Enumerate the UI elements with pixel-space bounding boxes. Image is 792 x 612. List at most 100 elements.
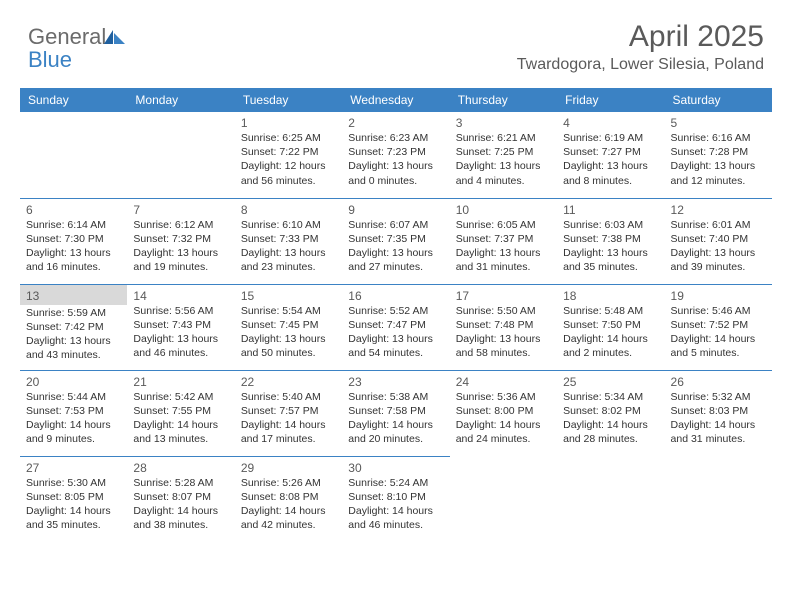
calendar-cell: 3Sunrise: 6:21 AMSunset: 7:25 PMDaylight… xyxy=(450,112,557,198)
daylight-line: Daylight: 13 hours and 54 minutes. xyxy=(348,332,443,360)
day-info: Sunrise: 5:36 AMSunset: 8:00 PMDaylight:… xyxy=(456,390,551,447)
sunset-line: Sunset: 7:45 PM xyxy=(241,318,336,332)
sunset-line: Sunset: 7:50 PM xyxy=(563,318,658,332)
day-info: Sunrise: 5:28 AMSunset: 8:07 PMDaylight:… xyxy=(133,476,228,533)
daylight-line: Daylight: 13 hours and 4 minutes. xyxy=(456,159,551,187)
calendar-cell: 22Sunrise: 5:40 AMSunset: 7:57 PMDayligh… xyxy=(235,370,342,456)
daylight-line: Daylight: 14 hours and 24 minutes. xyxy=(456,418,551,446)
sunrise-line: Sunrise: 5:44 AM xyxy=(26,390,121,404)
sunset-line: Sunset: 7:27 PM xyxy=(563,145,658,159)
calendar-cell: 14Sunrise: 5:56 AMSunset: 7:43 PMDayligh… xyxy=(127,284,234,370)
sunrise-line: Sunrise: 6:21 AM xyxy=(456,131,551,145)
calendar-cell: 19Sunrise: 5:46 AMSunset: 7:52 PMDayligh… xyxy=(665,284,772,370)
daylight-line: Daylight: 14 hours and 31 minutes. xyxy=(671,418,766,446)
sunrise-line: Sunrise: 6:03 AM xyxy=(563,218,658,232)
day-number: 3 xyxy=(456,116,551,130)
sunrise-line: Sunrise: 5:32 AM xyxy=(671,390,766,404)
day-info: Sunrise: 6:25 AMSunset: 7:22 PMDaylight:… xyxy=(241,131,336,188)
sunset-line: Sunset: 8:03 PM xyxy=(671,404,766,418)
location-text: Twardogora, Lower Silesia, Poland xyxy=(517,56,764,74)
day-number: 19 xyxy=(671,289,766,303)
sunset-line: Sunset: 7:52 PM xyxy=(671,318,766,332)
calendar-cell: 17Sunrise: 5:50 AMSunset: 7:48 PMDayligh… xyxy=(450,284,557,370)
sunrise-line: Sunrise: 6:25 AM xyxy=(241,131,336,145)
sunset-line: Sunset: 7:57 PM xyxy=(241,404,336,418)
sunrise-line: Sunrise: 6:23 AM xyxy=(348,131,443,145)
sunset-line: Sunset: 7:47 PM xyxy=(348,318,443,332)
day-number: 17 xyxy=(456,289,551,303)
day-header: Monday xyxy=(127,88,234,112)
day-number: 25 xyxy=(563,375,658,389)
calendar-row: 13Sunrise: 5:59 AMSunset: 7:42 PMDayligh… xyxy=(20,284,772,370)
day-info: Sunrise: 5:52 AMSunset: 7:47 PMDaylight:… xyxy=(348,304,443,361)
day-number: 23 xyxy=(348,375,443,389)
day-number: 13 xyxy=(20,285,127,305)
daylight-line: Daylight: 14 hours and 17 minutes. xyxy=(241,418,336,446)
day-number: 7 xyxy=(133,203,228,217)
calendar-cell: 6Sunrise: 6:14 AMSunset: 7:30 PMDaylight… xyxy=(20,198,127,284)
day-number: 6 xyxy=(26,203,121,217)
header: General Blue April 2025 Twardogora, Lowe… xyxy=(0,0,792,82)
sunset-line: Sunset: 7:40 PM xyxy=(671,232,766,246)
day-info: Sunrise: 6:23 AMSunset: 7:23 PMDaylight:… xyxy=(348,131,443,188)
day-number: 28 xyxy=(133,461,228,475)
page-title: April 2025 xyxy=(517,20,764,54)
calendar-cell: 15Sunrise: 5:54 AMSunset: 7:45 PMDayligh… xyxy=(235,284,342,370)
day-info: Sunrise: 5:32 AMSunset: 8:03 PMDaylight:… xyxy=(671,390,766,447)
day-info: Sunrise: 5:56 AMSunset: 7:43 PMDaylight:… xyxy=(133,304,228,361)
calendar-cell: 11Sunrise: 6:03 AMSunset: 7:38 PMDayligh… xyxy=(557,198,664,284)
day-info: Sunrise: 5:34 AMSunset: 8:02 PMDaylight:… xyxy=(563,390,658,447)
calendar-cell: 1Sunrise: 6:25 AMSunset: 7:22 PMDaylight… xyxy=(235,112,342,198)
daylight-line: Daylight: 14 hours and 35 minutes. xyxy=(26,504,121,532)
day-number: 9 xyxy=(348,203,443,217)
calendar-body: 1Sunrise: 6:25 AMSunset: 7:22 PMDaylight… xyxy=(20,112,772,542)
daylight-line: Daylight: 13 hours and 39 minutes. xyxy=(671,246,766,274)
sunrise-line: Sunrise: 5:34 AM xyxy=(563,390,658,404)
daylight-line: Daylight: 14 hours and 28 minutes. xyxy=(563,418,658,446)
day-header-row: SundayMondayTuesdayWednesdayThursdayFrid… xyxy=(20,88,772,112)
daylight-line: Daylight: 13 hours and 50 minutes. xyxy=(241,332,336,360)
calendar-row: 1Sunrise: 6:25 AMSunset: 7:22 PMDaylight… xyxy=(20,112,772,198)
sunrise-line: Sunrise: 6:12 AM xyxy=(133,218,228,232)
day-header: Sunday xyxy=(20,88,127,112)
day-info: Sunrise: 6:16 AMSunset: 7:28 PMDaylight:… xyxy=(671,131,766,188)
sunrise-line: Sunrise: 5:30 AM xyxy=(26,476,121,490)
sunset-line: Sunset: 7:33 PM xyxy=(241,232,336,246)
daylight-line: Daylight: 12 hours and 56 minutes. xyxy=(241,159,336,187)
calendar-cell: 2Sunrise: 6:23 AMSunset: 7:23 PMDaylight… xyxy=(342,112,449,198)
day-number: 14 xyxy=(133,289,228,303)
sunrise-line: Sunrise: 5:42 AM xyxy=(133,390,228,404)
sunset-line: Sunset: 7:23 PM xyxy=(348,145,443,159)
sunset-line: Sunset: 7:58 PM xyxy=(348,404,443,418)
sunset-line: Sunset: 7:32 PM xyxy=(133,232,228,246)
sunrise-line: Sunrise: 5:56 AM xyxy=(133,304,228,318)
day-number: 12 xyxy=(671,203,766,217)
calendar-row: 6Sunrise: 6:14 AMSunset: 7:30 PMDaylight… xyxy=(20,198,772,284)
sunrise-line: Sunrise: 6:19 AM xyxy=(563,131,658,145)
day-number: 18 xyxy=(563,289,658,303)
calendar-cell: 23Sunrise: 5:38 AMSunset: 7:58 PMDayligh… xyxy=(342,370,449,456)
day-number: 22 xyxy=(241,375,336,389)
day-number: 11 xyxy=(563,203,658,217)
day-info: Sunrise: 6:01 AMSunset: 7:40 PMDaylight:… xyxy=(671,218,766,275)
calendar-cell: 30Sunrise: 5:24 AMSunset: 8:10 PMDayligh… xyxy=(342,456,449,542)
calendar-cell: 18Sunrise: 5:48 AMSunset: 7:50 PMDayligh… xyxy=(557,284,664,370)
calendar-cell-empty xyxy=(127,112,234,198)
day-info: Sunrise: 5:59 AMSunset: 7:42 PMDaylight:… xyxy=(26,306,121,363)
day-info: Sunrise: 5:42 AMSunset: 7:55 PMDaylight:… xyxy=(133,390,228,447)
daylight-line: Daylight: 13 hours and 43 minutes. xyxy=(26,334,121,362)
logo-sails-icon xyxy=(104,31,126,48)
calendar-cell: 10Sunrise: 6:05 AMSunset: 7:37 PMDayligh… xyxy=(450,198,557,284)
brand-logo: General Blue xyxy=(28,20,126,72)
daylight-line: Daylight: 13 hours and 12 minutes. xyxy=(671,159,766,187)
sunrise-line: Sunrise: 5:50 AM xyxy=(456,304,551,318)
day-number: 26 xyxy=(671,375,766,389)
day-number: 1 xyxy=(241,116,336,130)
daylight-line: Daylight: 14 hours and 2 minutes. xyxy=(563,332,658,360)
sunrise-line: Sunrise: 6:01 AM xyxy=(671,218,766,232)
calendar-cell: 24Sunrise: 5:36 AMSunset: 8:00 PMDayligh… xyxy=(450,370,557,456)
day-info: Sunrise: 5:50 AMSunset: 7:48 PMDaylight:… xyxy=(456,304,551,361)
daylight-line: Daylight: 13 hours and 35 minutes. xyxy=(563,246,658,274)
sunrise-line: Sunrise: 6:07 AM xyxy=(348,218,443,232)
sunset-line: Sunset: 8:02 PM xyxy=(563,404,658,418)
